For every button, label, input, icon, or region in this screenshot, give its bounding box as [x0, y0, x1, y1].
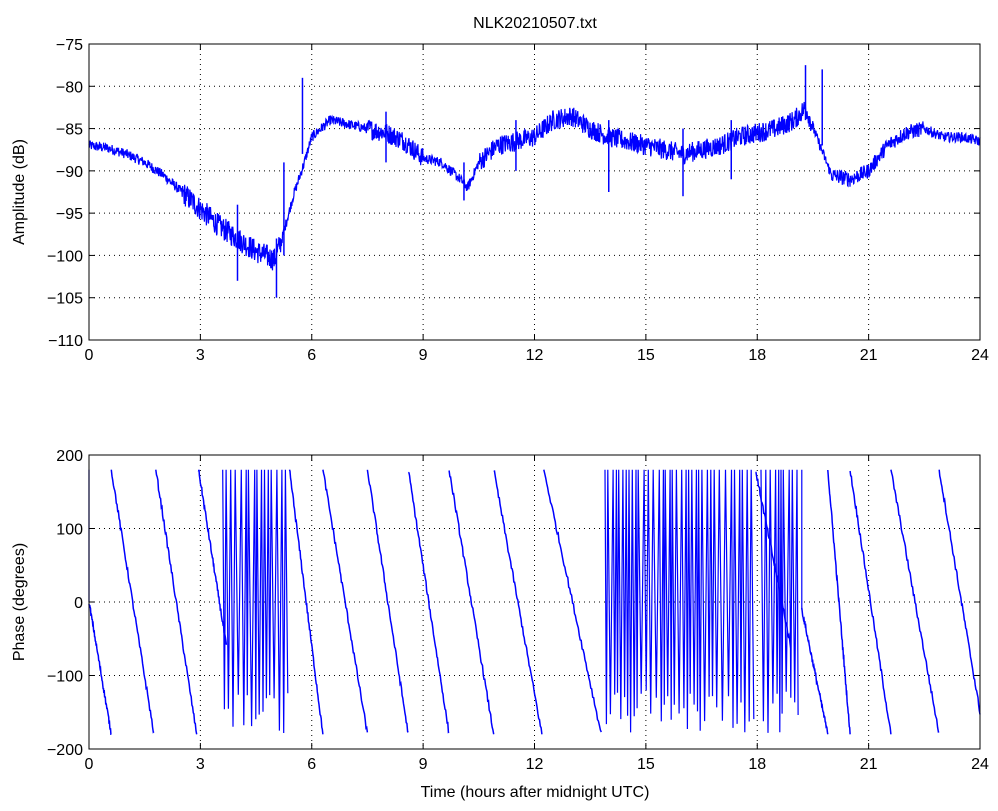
phase-x-tick-label: 15	[637, 756, 655, 773]
phase-x-tick-label: 18	[748, 756, 766, 773]
phase-x-tick-label: 24	[971, 756, 989, 773]
phase-segment	[88, 603, 112, 736]
phase-wrap-region	[760, 469, 799, 733]
phase-segment	[849, 470, 892, 735]
phase-y-axis-label: Phase (degrees)	[11, 543, 28, 661]
amplitude-y-tick-label: −80	[56, 79, 83, 96]
phase-series	[88, 469, 981, 736]
phase-x-axis-label: Time (hours after midnight UTC)	[421, 784, 650, 801]
amplitude-y-tick-label: −105	[47, 291, 83, 308]
phase-segment	[288, 469, 324, 735]
amplitude-x-tick-label: 3	[196, 347, 205, 364]
amplitude-x-tick-label: 9	[419, 347, 428, 364]
phase-x-tick-label: 9	[419, 756, 428, 773]
amplitude-y-tick-label: −100	[47, 248, 83, 265]
phase-grid	[89, 455, 980, 749]
phase-x-tick-label: 12	[526, 756, 544, 773]
phase-segment	[448, 470, 495, 735]
amplitude-y-tick-label: −90	[56, 164, 83, 181]
phase-segment	[322, 469, 369, 733]
amplitude-x-tick-label: 0	[85, 347, 94, 364]
amplitude-panel: 0 3 6 9 12 15 18 21 24 −110 −105 −100 −95 −90 −85 −80 −7…	[11, 37, 989, 364]
amplitude-x-tick-label: 21	[860, 347, 878, 364]
phase-segment	[493, 470, 543, 735]
phase-segment	[801, 607, 829, 735]
phase-x-tick-label: 21	[860, 756, 878, 773]
phase-y-tick-label: 200	[56, 448, 83, 465]
phase-segment	[543, 469, 602, 733]
phase-segment	[938, 469, 981, 715]
amplitude-y-axis-label: Amplitude (dB)	[11, 139, 28, 245]
phase-segment	[890, 469, 940, 733]
amplitude-x-tick-label: 12	[526, 347, 544, 364]
phase-wrap-region	[604, 469, 755, 733]
amplitude-y-tick-label: −85	[56, 122, 83, 139]
phase-segment	[110, 469, 155, 734]
amplitude-y-tick-label: −110	[48, 333, 83, 350]
phase-y-tick-label: −200	[47, 742, 83, 759]
chart-title: NLK20210507.txt	[473, 15, 597, 32]
amplitude-y-tick-label: −75	[56, 37, 83, 54]
amplitude-y-tick-label: −95	[56, 206, 83, 223]
amplitude-x-tick-label: 6	[307, 347, 316, 364]
phase-wrap-region	[222, 469, 289, 734]
phase-segment	[827, 469, 851, 735]
amplitude-grid	[89, 44, 980, 340]
phase-y-tick-label: 0	[74, 595, 83, 612]
phase-y-tick-label: 100	[56, 522, 83, 539]
phase-segment	[366, 469, 409, 733]
phase-segment	[407, 471, 450, 734]
phase-segment	[197, 469, 228, 645]
phase-x-tick-label: 0	[85, 756, 94, 773]
phase-panel: 0 3 6 9 12 15 18 21 24 −200 −100 0 100 200 Phase (deg…	[11, 448, 989, 801]
amplitude-x-tick-label: 24	[971, 347, 989, 364]
phase-y-tick-label: −100	[47, 669, 83, 686]
phase-segment	[155, 469, 198, 735]
phase-x-tick-label: 3	[196, 756, 205, 773]
amplitude-ticks: 0 3 6 9 12 15 18 21 24 −110 −105 −100 −95 −90 −85 −80 −7…	[47, 37, 989, 364]
amplitude-plot-area	[89, 44, 980, 340]
phase-x-tick-label: 6	[307, 756, 316, 773]
amplitude-x-tick-label: 15	[637, 347, 655, 364]
amplitude-series	[88, 65, 981, 298]
phase-ticks: 0 3 6 9 12 15 18 21 24 −200 −100 0 100 200	[47, 448, 989, 773]
amplitude-x-tick-label: 18	[748, 347, 766, 364]
